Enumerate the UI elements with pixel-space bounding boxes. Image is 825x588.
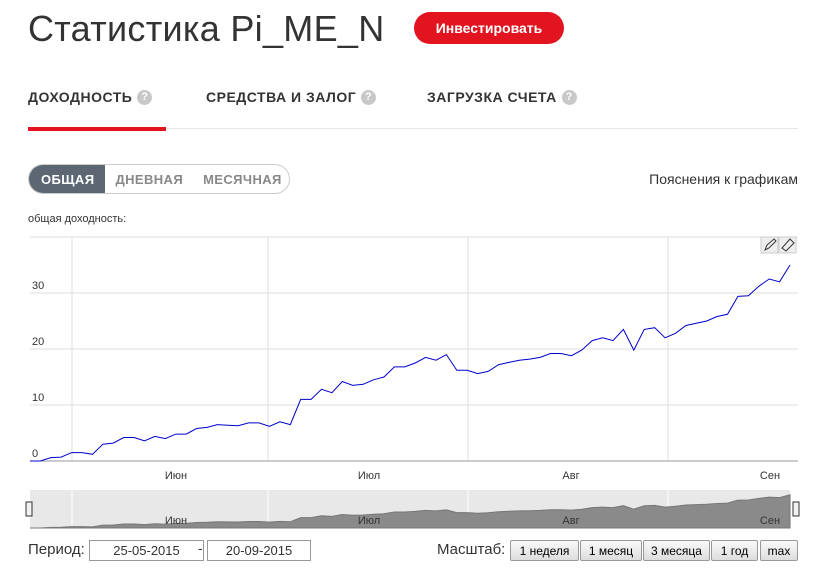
pencil-icon (764, 238, 777, 252)
help-icon[interactable]: ? (561, 89, 577, 105)
explanations-link[interactable]: Пояснения к графикам (649, 171, 798, 187)
navigator-month-label: Июл (358, 515, 380, 527)
period-label: Период: (28, 541, 85, 558)
x-tick-label: Авг (562, 470, 579, 482)
navigator-handle[interactable] (792, 501, 800, 517)
mode-button[interactable]: ОБЩАЯ (29, 165, 106, 193)
y-tick-label: 20 (32, 336, 44, 348)
navigator-area (30, 494, 791, 529)
tab-divider (28, 128, 798, 129)
x-tick-label: Июн (165, 470, 187, 482)
active-tab-indicator (28, 127, 166, 131)
mode-button[interactable]: ДНЕВНАЯ (115, 171, 184, 187)
y-tick-label: 30 (32, 280, 44, 292)
eraser-tool[interactable] (778, 236, 797, 254)
chart: общая доходность: 0 10 20 30 Июн Июл Авг Сен Июн… (25, 213, 800, 529)
mode-switch: ОБЩАЯ ДНЕВНАЯ МЕСЯЧНАЯ (28, 164, 290, 194)
eraser-icon (781, 238, 795, 252)
navigator-handle[interactable] (25, 501, 33, 517)
y-tick-label: 10 (32, 392, 44, 404)
zoom-button[interactable]: max (760, 540, 798, 561)
navigator-month-label: Июн (165, 515, 187, 527)
zoom-button[interactable]: 1 месяц (580, 540, 642, 561)
mode-button[interactable]: МЕСЯЧНАЯ (203, 171, 282, 187)
zoom-label: Масштаб: (437, 541, 506, 558)
chart-tools (760, 236, 797, 254)
tab[interactable]: ЗАГРУЗКА СЧЕТА? (427, 89, 577, 105)
tab-label: ДОХОДНОСТЬ (28, 89, 133, 105)
help-icon[interactable]: ? (137, 89, 153, 105)
navigator-month-label: Авг (562, 515, 579, 527)
x-tick-label: Июл (358, 470, 380, 482)
tab-label: ЗАГРУЗКА СЧЕТА (427, 89, 557, 105)
date-to-input[interactable]: 20-09-2015 (207, 540, 311, 561)
tab-label: СРЕДСТВА И ЗАЛОГ (206, 89, 357, 105)
tab[interactable]: ДОХОДНОСТЬ? (28, 89, 153, 105)
navigator-month-label: Сен (760, 515, 780, 527)
page-title: Статистика Pi_ME_N (28, 8, 385, 49)
invest-button[interactable]: Инвестировать (414, 12, 564, 44)
date-from-input[interactable]: 25-05-2015 (89, 540, 204, 561)
pencil-tool[interactable] (760, 236, 779, 254)
chart-title: общая доходность: (28, 213, 126, 225)
x-tick-label: Сен (760, 470, 780, 482)
tab[interactable]: СРЕДСТВА И ЗАЛОГ? (206, 89, 377, 105)
period-separator: - (198, 540, 203, 556)
y-tick-label: 0 (32, 448, 38, 460)
zoom-button[interactable]: 1 год (711, 540, 758, 561)
series-line (30, 264, 791, 462)
zoom-button[interactable]: 1 неделя (510, 540, 579, 561)
help-icon[interactable]: ? (361, 89, 377, 105)
zoom-button[interactable]: 3 месяца (643, 540, 710, 561)
